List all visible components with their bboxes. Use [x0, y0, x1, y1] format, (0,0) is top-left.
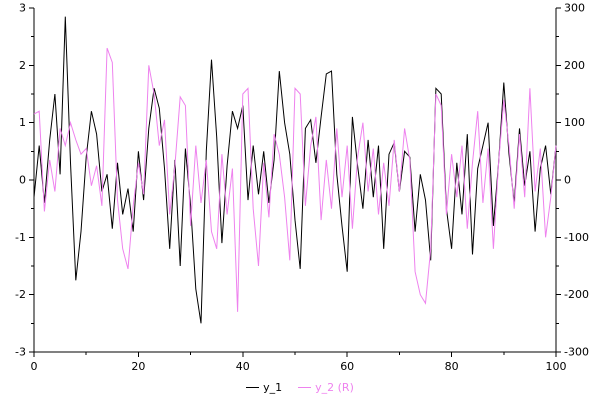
svg-text:0: 0: [31, 360, 38, 373]
svg-text:60: 60: [340, 360, 354, 373]
svg-text:80: 80: [445, 360, 459, 373]
legend: y_1 y_2 (R): [0, 381, 600, 394]
svg-text:300: 300: [564, 2, 585, 15]
legend-label-y1: y_1: [263, 381, 283, 394]
svg-text:20: 20: [131, 360, 145, 373]
svg-text:-100: -100: [564, 231, 589, 244]
svg-text:200: 200: [564, 59, 585, 72]
svg-text:100: 100: [564, 116, 585, 129]
line-swatch-y1-icon: [246, 387, 260, 388]
svg-text:0: 0: [564, 174, 571, 187]
legend-label-y2: y_2 (R): [315, 381, 354, 394]
svg-text:3: 3: [19, 2, 26, 15]
svg-text:0: 0: [19, 174, 26, 187]
legend-item-y2: y_2 (R): [298, 381, 354, 394]
svg-text:1: 1: [19, 116, 26, 129]
svg-text:-200: -200: [564, 288, 589, 301]
svg-text:2: 2: [19, 59, 26, 72]
svg-text:-1: -1: [15, 231, 26, 244]
legend-item-y1: y_1: [246, 381, 282, 394]
line-swatch-y2-icon: [298, 387, 312, 388]
svg-text:-300: -300: [564, 346, 589, 359]
svg-text:-2: -2: [15, 288, 26, 301]
svg-text:100: 100: [546, 360, 567, 373]
svg-text:-3: -3: [15, 346, 26, 359]
svg-text:40: 40: [236, 360, 250, 373]
